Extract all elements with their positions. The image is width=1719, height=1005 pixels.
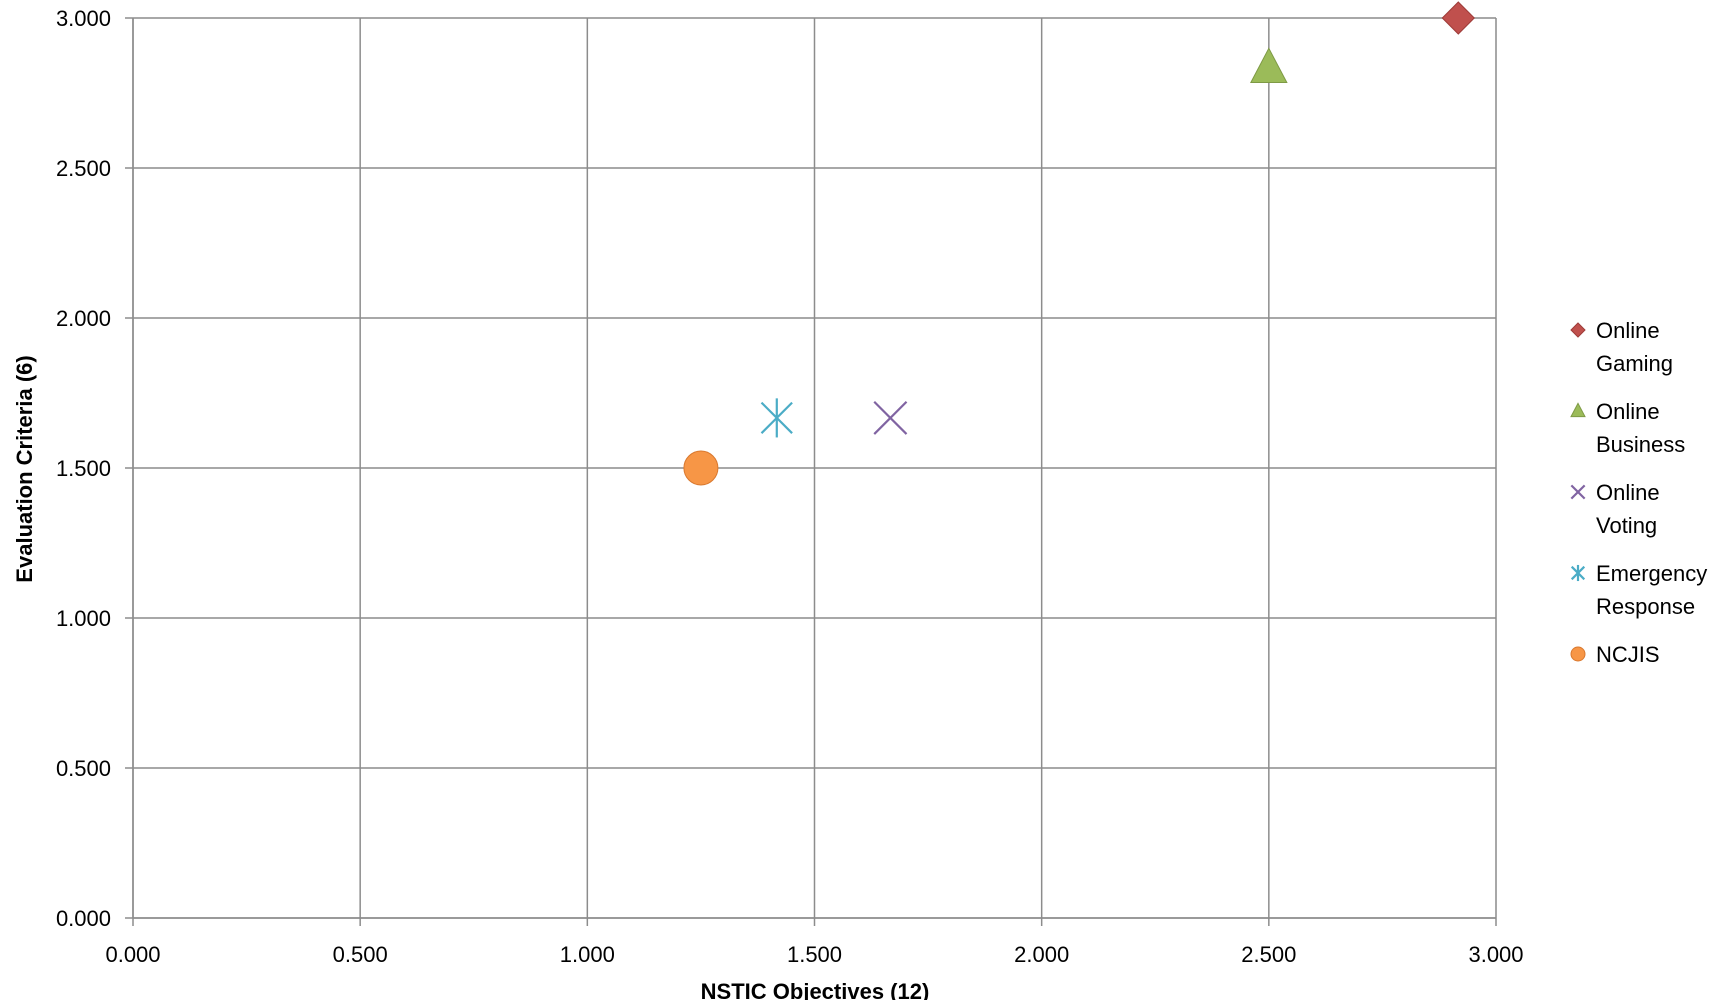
y-tick-label: 3.000 [56,6,111,31]
x-tick-label: 1.500 [787,942,842,967]
legend-item-online-business: Online Business [1570,399,1685,457]
legend-item-online-voting: Online Voting [1570,480,1660,538]
y-axis-title: Evaluation Criteria (6) [12,355,37,582]
legend-marker-icon [1570,322,1586,338]
data-point-online-business [1250,47,1288,83]
legend-marker-icon [1570,484,1586,500]
data-point-online-gaming [1441,1,1475,35]
legend-marker-icon [1570,564,1586,582]
x-axis-title: NSTIC Objectives (12) [701,979,930,1000]
data-points [683,1,1475,486]
legend-item-emergency-response: Emergency Response [1570,561,1707,619]
legend-label: Online [1596,318,1660,343]
data-point-emergency-response [760,398,793,438]
data-point-ncjis [683,450,719,486]
y-tick-label: 0.000 [56,906,111,931]
legend-label: Gaming [1596,351,1673,376]
tick-labels: 0.000 0.500 1.000 1.500 2.000 2.500 3.000 0.000… [56,6,1524,967]
y-tick-label: 2.000 [56,306,111,331]
legend: Online Gaming Online Business Online Voting Em… [1570,318,1707,667]
legend-label: Voting [1596,513,1657,538]
x-tick-label: 2.000 [1014,942,1069,967]
legend-label: Response [1596,594,1695,619]
legend-item-ncjis: NCJIS [1570,642,1660,667]
legend-item-online-gaming: Online Gaming [1570,318,1673,376]
legend-label: Online [1596,399,1660,424]
y-tick-label: 0.500 [56,756,111,781]
grid [132,17,1497,919]
x-tick-label: 3.000 [1468,942,1523,967]
x-tick-label: 0.000 [105,942,160,967]
x-tick-label: 2.500 [1241,942,1296,967]
x-tick-label: 1.000 [560,942,615,967]
y-tick-label: 1.000 [56,606,111,631]
legend-marker-icon [1570,402,1586,418]
legend-marker-icon [1570,646,1586,662]
legend-label: Emergency [1596,561,1707,586]
legend-label: Online [1596,480,1660,505]
data-point-online-voting [873,400,908,435]
x-tick-label: 0.500 [333,942,388,967]
y-tick-label: 1.500 [56,456,111,481]
legend-label: NCJIS [1596,642,1660,667]
legend-label: Business [1596,432,1685,457]
axes [125,17,1497,926]
y-tick-label: 2.500 [56,156,111,181]
